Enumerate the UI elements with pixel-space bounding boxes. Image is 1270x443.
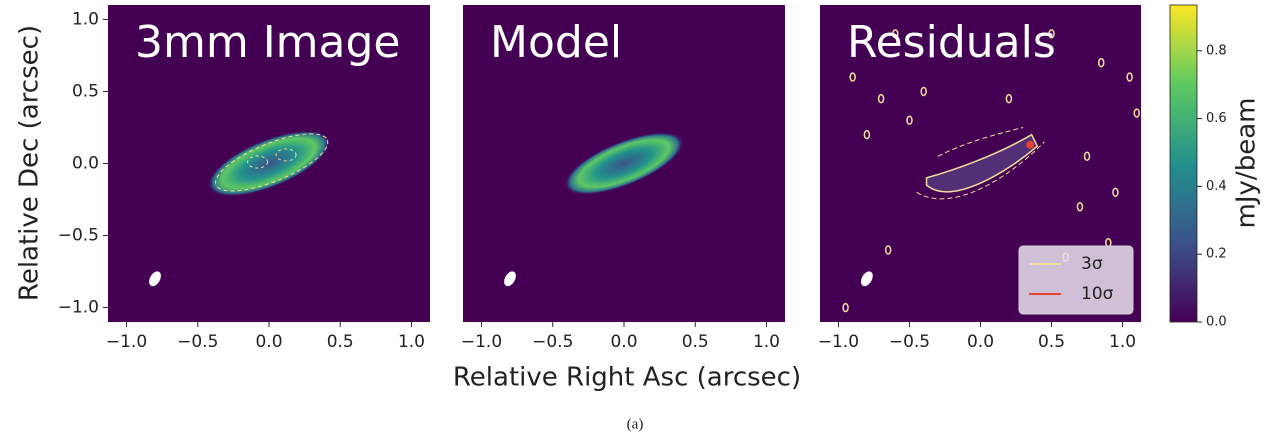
x-tick-label: −1.0 (106, 332, 147, 352)
x-tick-label: 0.0 (967, 332, 994, 352)
x-tick-label: −0.5 (532, 332, 573, 352)
y-axis-label: Relative Dec (arcsec) (15, 25, 45, 301)
x-tick-label: 0.5 (1038, 332, 1065, 352)
figure: Relative Right Asc (arcsec) Relative Dec… (0, 0, 1270, 439)
x-tick-label: −1.0 (461, 332, 502, 352)
x-tick-label: 0.5 (682, 332, 709, 352)
x-tick-label: 0.0 (255, 332, 282, 352)
colorbar-tick-label: 0.4 (1206, 179, 1227, 194)
x-tick-label: 1.0 (398, 332, 425, 352)
x-tick-label: −0.5 (889, 332, 930, 352)
x-tick-label: 0.5 (327, 332, 354, 352)
x-axis-label: Relative Right Asc (arcsec) (453, 363, 801, 393)
colorbar-tick-label: 0.2 (1206, 247, 1227, 262)
legend-box (1019, 246, 1133, 314)
colorbar-tick-label: 0.8 (1206, 43, 1227, 58)
colorbar-tick-label: 0.0 (1206, 315, 1227, 330)
y-tick-label: 1.0 (72, 9, 99, 29)
colorbar-tick-label: 0.6 (1206, 111, 1227, 126)
legend-label: 10σ (1081, 284, 1114, 304)
legend-label: 3σ (1081, 254, 1103, 274)
x-tick-label: 1.0 (1109, 332, 1136, 352)
x-tick-label: −0.5 (177, 332, 218, 352)
y-tick-label: −1.0 (58, 298, 99, 318)
panel-title: Residuals (847, 17, 1056, 68)
panel-title: Model (490, 17, 622, 68)
y-tick-label: −0.5 (58, 226, 99, 246)
caption: (a) (627, 416, 644, 432)
x-tick-label: −1.0 (818, 332, 859, 352)
colorbar-label: mJy/beam (1232, 98, 1262, 229)
x-tick-label: 1.0 (753, 332, 780, 352)
y-tick-label: 0.5 (72, 81, 99, 101)
colorbar (1170, 5, 1197, 322)
panel-title: 3mm Image (135, 17, 401, 68)
residual-peak (1026, 141, 1034, 149)
y-tick-label: 0.0 (72, 154, 99, 174)
x-tick-label: 0.0 (610, 332, 637, 352)
